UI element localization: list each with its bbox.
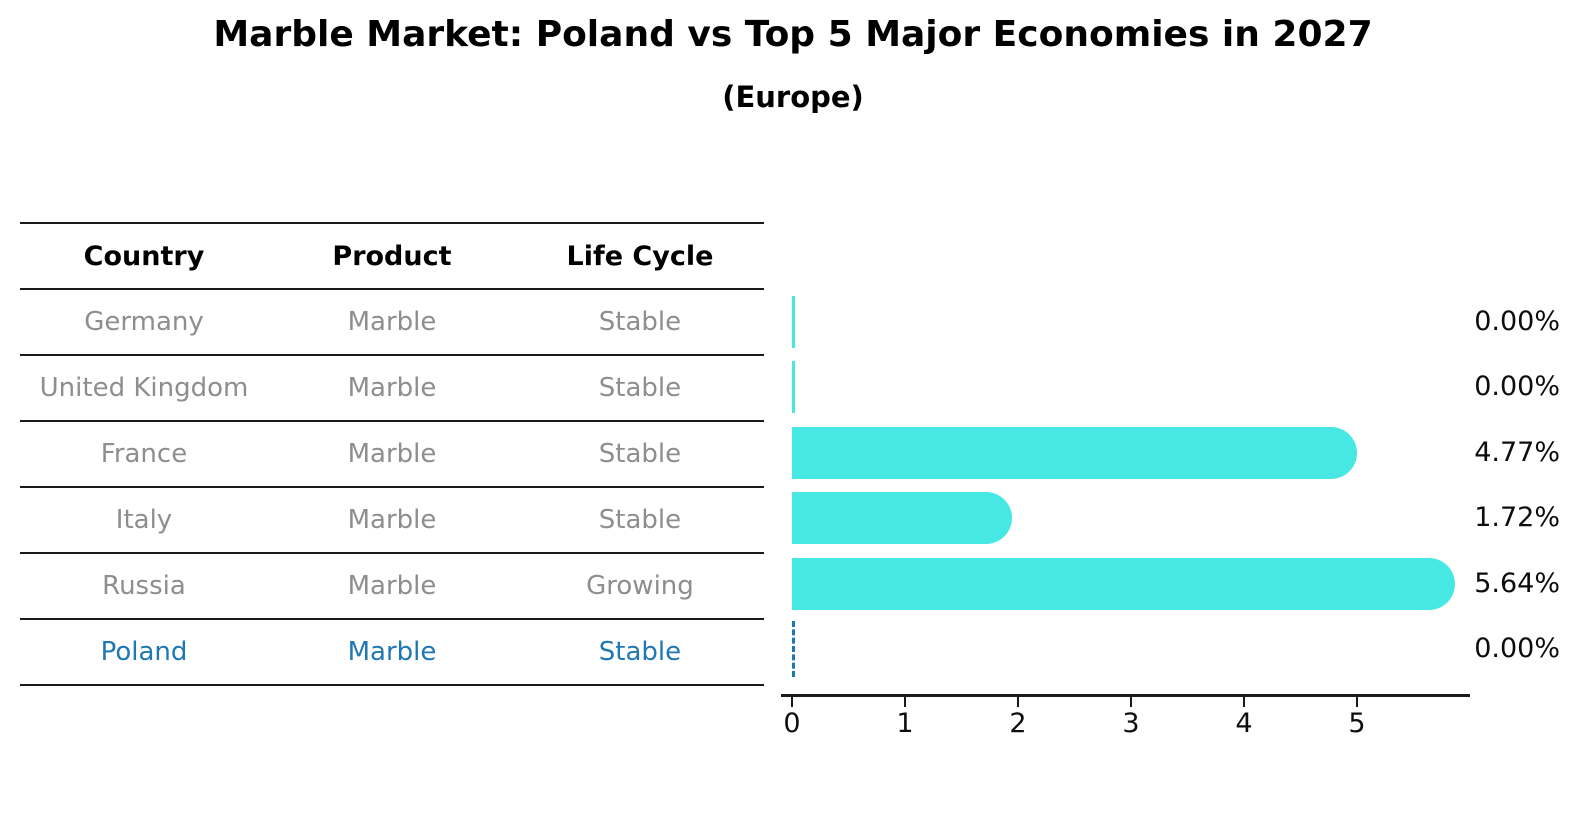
cell-life-cycle: Growing (586, 571, 694, 601)
x-tick (790, 696, 794, 707)
cell-country: United Kingdom (39, 373, 249, 403)
value-label-italy: 1.72% (1474, 502, 1560, 534)
bar-poland (792, 621, 795, 677)
chart-subtitle: (Europe) (722, 80, 864, 114)
column-header-country: Country (83, 240, 205, 272)
x-tick-label: 2 (1009, 708, 1027, 739)
x-tick-label: 0 (783, 708, 801, 739)
table-row-italy: Italy Marble Stable (20, 486, 764, 552)
column-header-life-cycle: Life Cycle (566, 240, 714, 272)
bar-germany (792, 296, 795, 348)
x-tick-label: 3 (1122, 708, 1140, 739)
x-tick (1016, 696, 1020, 707)
cell-life-cycle: Stable (598, 439, 682, 469)
table-row-france: France Marble Stable (20, 420, 764, 486)
comparison-table: Country Product Life Cycle Germany Marbl… (20, 222, 764, 686)
bar-italy (792, 492, 1013, 545)
chart-title: Marble Market: Poland vs Top 5 Major Eco… (213, 14, 1373, 55)
column-header-product: Product (332, 240, 452, 272)
value-label-france: 4.77% (1474, 436, 1560, 468)
bar-russia (792, 557, 1456, 610)
cell-country: Italy (115, 505, 173, 535)
x-tick (1355, 696, 1359, 707)
cell-product: Marble (347, 307, 437, 337)
x-tick (1129, 696, 1133, 707)
table-row-poland: Poland Marble Stable (20, 618, 764, 684)
table-header-row: Country Product Life Cycle (20, 222, 764, 288)
cell-life-cycle: Stable (598, 307, 682, 337)
value-label-poland: 0.00% (1474, 633, 1560, 664)
value-label-united-kingdom: 0.00% (1474, 371, 1560, 403)
value-label-germany: 0.00% (1474, 306, 1560, 337)
table-row-united-kingdom: United Kingdom Marble Stable (20, 354, 764, 420)
cell-country: France (100, 439, 188, 469)
cell-life-cycle: Stable (598, 505, 682, 535)
x-tick-label: 5 (1348, 708, 1366, 739)
cell-country: Germany (84, 307, 204, 337)
bar-united-kingdom (792, 361, 795, 414)
cell-country: Russia (102, 571, 186, 601)
cell-country: Poland (100, 637, 188, 667)
cell-product: Marble (347, 505, 437, 535)
x-axis-line (781, 694, 1470, 697)
cell-product: Marble (347, 439, 437, 469)
x-tick-label: 4 (1235, 708, 1253, 739)
cell-product: Marble (347, 373, 437, 403)
x-tick (1242, 696, 1246, 707)
cell-product: Marble (347, 571, 437, 601)
cell-life-cycle: Stable (598, 637, 682, 667)
cell-product: Marble (347, 637, 437, 667)
cell-life-cycle: Stable (598, 373, 682, 403)
x-tick-label: 1 (896, 708, 914, 739)
value-label-russia: 5.64% (1474, 567, 1560, 599)
table-row-germany: Germany Marble Stable (20, 288, 764, 354)
x-tick (903, 696, 907, 707)
table-row-russia: Russia Marble Growing (20, 552, 764, 618)
bar-france (792, 426, 1357, 479)
